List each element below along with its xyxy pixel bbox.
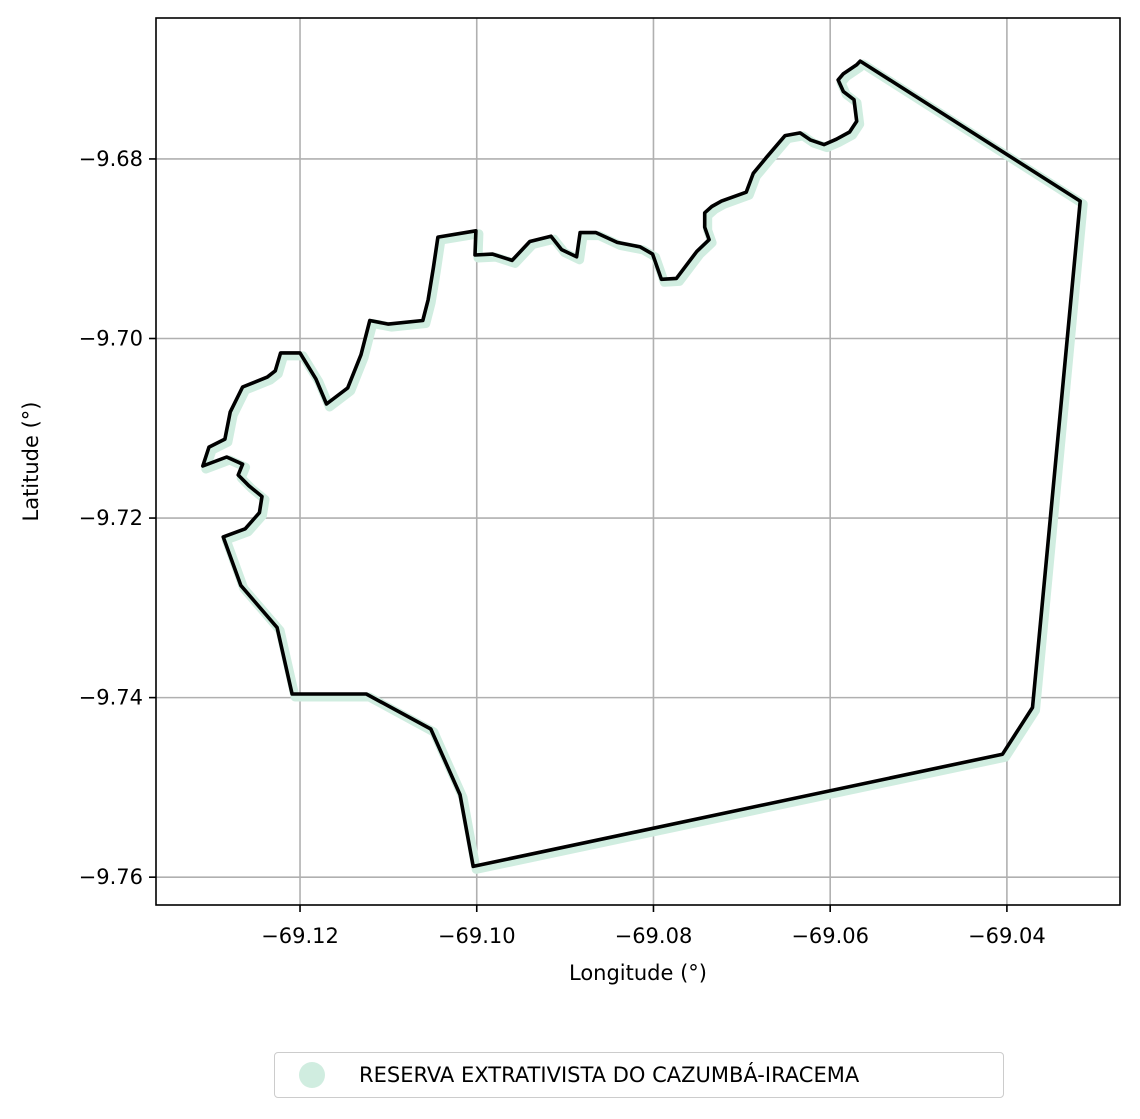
y-tick-label: −9.70 — [79, 327, 143, 351]
axes-frame — [155, 17, 1121, 906]
y-tick-label: −9.72 — [79, 506, 143, 530]
x-tick-labels: −69.12 −69.10 −69.08 −69.06 −69.04 — [261, 924, 1046, 948]
x-axis-label: Longitude (°) — [569, 961, 707, 985]
y-tick-label: −9.76 — [79, 865, 143, 889]
x-tick-label: −69.06 — [791, 924, 869, 948]
reserve-boundary — [201, 59, 1082, 869]
y-axis-label: Latitude (°) — [19, 402, 43, 522]
x-tick-label: −69.12 — [261, 924, 339, 948]
y-tick-label: −9.74 — [79, 686, 143, 710]
x-tick-label: −69.04 — [968, 924, 1046, 948]
tick-marks — [149, 158, 1008, 912]
y-tick-label: −9.68 — [79, 147, 143, 171]
y-tick-labels: −9.68 −9.70 −9.72 −9.74 −9.76 — [79, 147, 143, 889]
map-chart: −69.12 −69.10 −69.08 −69.06 −69.04 −9.68 −9.7… — [19, 17, 1121, 985]
legend-marker — [299, 1062, 325, 1088]
x-tick-label: −69.10 — [438, 924, 516, 948]
reserve-river-fill — [201, 59, 1088, 874]
legend-label: RESERVA EXTRATIVISTA DO CAZUMBÁ-IRACEMA — [359, 1063, 860, 1087]
x-tick-label: −69.08 — [615, 924, 693, 948]
legend: RESERVA EXTRATIVISTA DO CAZUMBÁ-IRACEMA — [274, 1052, 1004, 1098]
grid-lines — [156, 18, 1120, 905]
